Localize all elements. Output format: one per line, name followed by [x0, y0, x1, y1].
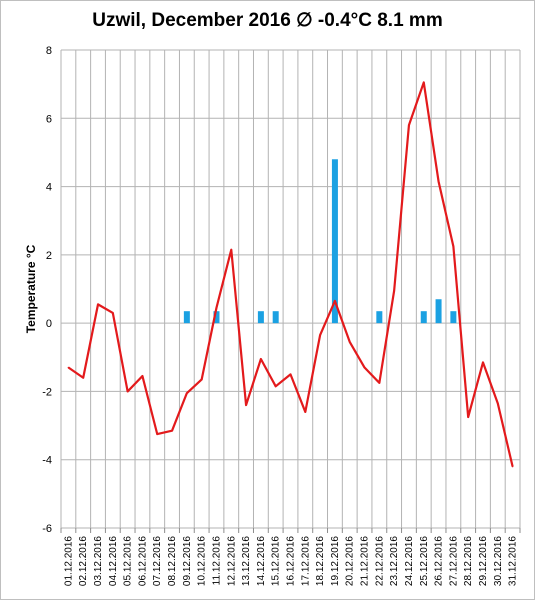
temperature-point — [97, 303, 99, 306]
x-tick-label: 23.12.2016 — [389, 536, 400, 586]
x-tick-label: 11.12.2016 — [211, 536, 222, 586]
temperature-point — [422, 81, 425, 84]
x-tick-label: 31.12.2016 — [508, 536, 519, 586]
y-tick-label: 8 — [46, 45, 52, 57]
temperature-point — [437, 180, 440, 183]
x-tick-label: 08.12.2016 — [167, 536, 178, 586]
y-tick-label: -2 — [42, 386, 52, 398]
temperature-point — [511, 465, 514, 468]
temperature-point — [304, 411, 307, 413]
x-tick-label: 15.12.2016 — [271, 536, 282, 586]
x-tick-label: 13.12.2016 — [241, 536, 252, 586]
x-tick-label: 02.12.2016 — [78, 536, 89, 586]
temperature-point — [82, 376, 85, 379]
temperature-point — [496, 402, 499, 405]
temperature-point — [260, 358, 262, 360]
precip-bar — [183, 311, 190, 324]
temperature-point — [348, 341, 351, 343]
x-tick-label: 21.12.2016 — [360, 536, 371, 586]
x-tick-label: 19.12.2016 — [330, 536, 341, 586]
precip-bar — [257, 311, 264, 324]
x-tick-label: 14.12.2016 — [256, 536, 267, 586]
x-tick-label: 07.12.2016 — [152, 536, 163, 586]
temperature-point — [126, 390, 129, 393]
x-tick-label: 26.12.2016 — [434, 536, 445, 586]
y-tick-label: 6 — [46, 113, 52, 125]
y-tick-label: -6 — [42, 523, 52, 535]
temperature-point — [230, 248, 233, 251]
temperature-point — [378, 382, 381, 384]
x-tick-label: 25.12.2016 — [419, 536, 430, 586]
temperature-point — [245, 404, 247, 406]
temperature-point — [319, 334, 321, 336]
temperature-point — [289, 373, 292, 376]
temperature-point — [467, 416, 469, 418]
x-tick-label: 05.12.2016 — [123, 536, 134, 586]
precip-bar — [272, 311, 279, 324]
precip-bar — [213, 311, 220, 324]
temperature-point — [171, 429, 173, 432]
temperature-point — [141, 375, 144, 377]
y-tick-label: 4 — [46, 182, 52, 194]
x-tick-label: 24.12.2016 — [404, 536, 415, 586]
y-axis-label: Temperature °C — [24, 244, 38, 333]
y-tick-label: 2 — [46, 250, 52, 262]
x-tick-label: 30.12.2016 — [493, 536, 504, 586]
x-tick-label: 20.12.2016 — [345, 536, 356, 586]
temperature-point — [363, 366, 366, 369]
precip-bar — [435, 299, 442, 324]
temperature-point — [452, 245, 455, 248]
temperature-point — [200, 378, 203, 381]
x-tick-label: 29.12.2016 — [478, 536, 489, 586]
x-tick-label: 27.12.2016 — [448, 536, 459, 586]
temperature-point — [215, 306, 218, 309]
precip-bar — [450, 311, 457, 324]
x-tick-label: 18.12.2016 — [315, 536, 326, 586]
x-tick-label: 17.12.2016 — [300, 536, 311, 586]
x-tick-label: 12.12.2016 — [226, 536, 237, 586]
y-tick-label: 0 — [46, 318, 52, 330]
x-tick-label: 28.12.2016 — [463, 536, 474, 586]
x-tick-label: 22.12.2016 — [374, 536, 385, 586]
temperature-point — [274, 385, 277, 388]
y-tick-label: -4 — [42, 455, 52, 467]
temperature-point — [482, 361, 484, 364]
temperature-point — [393, 289, 395, 292]
x-tick-label: 06.12.2016 — [137, 536, 148, 586]
x-tick-label: 09.12.2016 — [182, 536, 193, 586]
temperature-point — [408, 124, 410, 126]
temperature-point — [334, 300, 336, 302]
x-tick-label: 01.12.2016 — [63, 536, 74, 586]
temperature-point — [112, 312, 114, 314]
precip-bar — [420, 311, 427, 324]
x-tick-label: 04.12.2016 — [108, 536, 119, 586]
x-tick-label: 16.12.2016 — [286, 536, 297, 586]
x-tick-label: 10.12.2016 — [197, 536, 208, 586]
x-tick-label: 03.12.2016 — [93, 536, 104, 586]
precip-bar — [376, 311, 383, 324]
chart-title: Uzwil, December 2016 ∅ -0.4°C 8.1 mm — [92, 10, 443, 31]
temperature-point — [67, 366, 70, 369]
precip-bar — [331, 159, 338, 324]
temperature-point — [186, 392, 188, 394]
temperature-point — [156, 433, 159, 435]
